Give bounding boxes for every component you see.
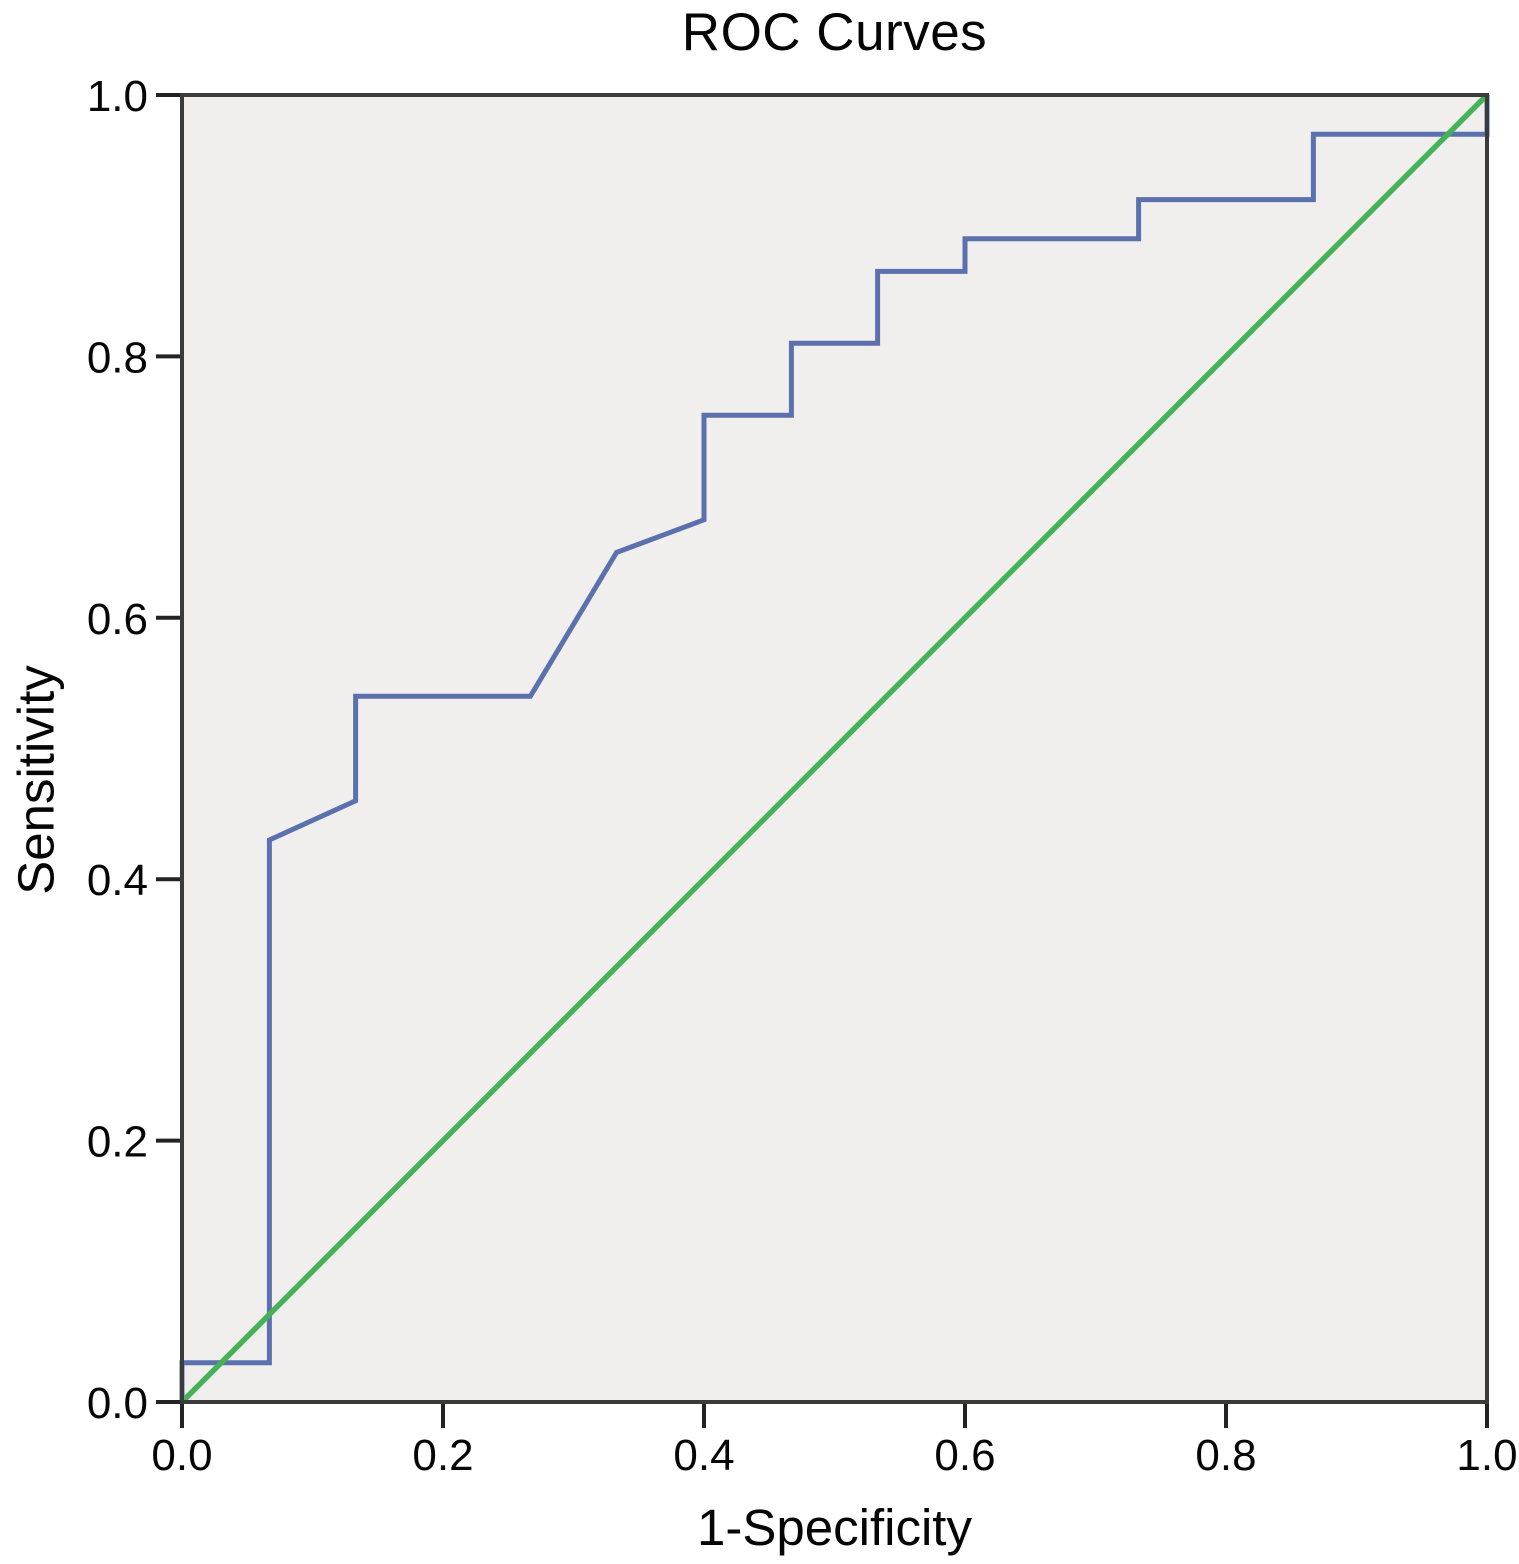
x-tick-label: 0.2 <box>412 1431 473 1480</box>
x-tick-label: 0.6 <box>934 1431 995 1480</box>
reference-line <box>180 93 1489 1404</box>
y-tick-label: 0.4 <box>87 856 148 905</box>
x-tick-label: 0.8 <box>1195 1431 1256 1480</box>
x-tick-label: 0.0 <box>151 1431 212 1480</box>
x-axis-label: 1-Specificity <box>697 1499 972 1556</box>
y-tick-label: 0.2 <box>87 1118 148 1167</box>
x-tick-label: 1.0 <box>1456 1431 1517 1480</box>
plot-frame <box>180 93 1489 1404</box>
chart-title: ROC Curves <box>681 3 988 62</box>
roc-curve <box>179 95 1490 1402</box>
y-tick-label: 0.6 <box>87 595 148 644</box>
y-tick-label: 0.8 <box>87 333 148 382</box>
x-tick-label: 0.4 <box>673 1431 734 1480</box>
y-tick-label: 1.0 <box>87 72 148 121</box>
y-tick-label: 0.0 <box>87 1379 148 1428</box>
